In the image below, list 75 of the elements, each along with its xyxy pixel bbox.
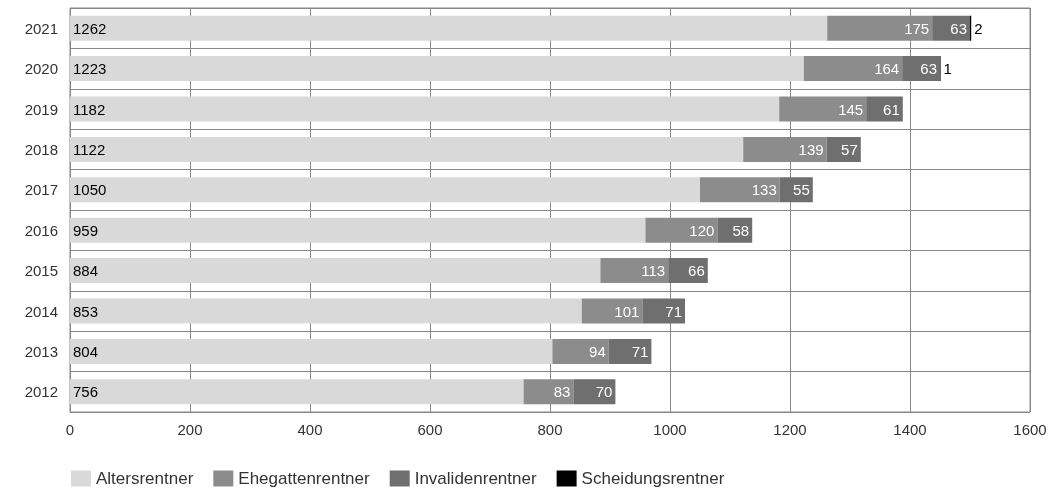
bar xyxy=(581,298,643,324)
data-label: 1262 xyxy=(73,19,107,37)
bar xyxy=(70,56,804,82)
data-label: 884 xyxy=(73,262,99,280)
bar xyxy=(70,298,582,324)
data-label: 55 xyxy=(793,181,810,199)
data-label: 66 xyxy=(688,262,705,280)
y-tick-label: 2015 xyxy=(24,262,58,280)
legend-label: Altersrentner xyxy=(96,469,194,488)
data-label: 63 xyxy=(950,19,967,37)
data-label: 1223 xyxy=(73,60,107,78)
bar xyxy=(608,338,652,364)
bar xyxy=(552,338,609,364)
bar xyxy=(70,217,646,243)
y-tick-label: 2018 xyxy=(24,140,58,158)
data-label: 71 xyxy=(631,342,649,360)
data-label: 1122 xyxy=(73,140,106,158)
data-label: 959 xyxy=(73,221,99,239)
bar xyxy=(866,96,903,122)
x-tick-label: 1400 xyxy=(893,421,927,438)
bar xyxy=(70,258,601,284)
bar xyxy=(700,177,780,203)
x-tick-label: 0 xyxy=(65,421,75,438)
x-tick-label: 1000 xyxy=(653,421,687,438)
data-label: 1 xyxy=(943,60,952,78)
x-tick-label: 600 xyxy=(417,421,443,438)
data-label: 70 xyxy=(595,383,613,401)
x-tick-label: 200 xyxy=(177,421,203,438)
data-label: 853 xyxy=(73,302,99,320)
bar xyxy=(70,15,828,41)
data-label: 145 xyxy=(838,100,864,118)
bar xyxy=(826,136,861,162)
bar xyxy=(70,136,744,162)
bar xyxy=(70,96,780,122)
x-tick-label: 1200 xyxy=(773,421,807,438)
bar xyxy=(573,379,616,405)
data-label: 139 xyxy=(798,140,824,158)
data-label: 113 xyxy=(641,262,666,280)
data-label: 120 xyxy=(689,221,715,239)
data-label: 57 xyxy=(841,140,858,158)
y-tick-label: 2016 xyxy=(24,221,58,239)
y-tick-label: 2021 xyxy=(24,19,58,37)
y-tick-label: 2019 xyxy=(24,100,58,118)
data-label: 1050 xyxy=(73,181,107,199)
y-tick-label: 2020 xyxy=(24,60,58,78)
data-label: 756 xyxy=(73,383,99,401)
bar xyxy=(70,177,700,203)
y-tick-label: 2012 xyxy=(24,383,58,401)
data-label: 71 xyxy=(665,302,682,320)
bar xyxy=(803,56,903,82)
x-tick-label: 400 xyxy=(297,421,323,438)
data-label: 1182 xyxy=(73,100,106,118)
data-label: 63 xyxy=(920,60,937,78)
legend-label: Ehegattenrentner xyxy=(238,469,371,488)
y-tick-label: 2017 xyxy=(24,181,58,199)
y-tick-label: 2013 xyxy=(24,342,58,360)
y-tick-label: 2014 xyxy=(24,302,58,320)
data-label: 804 xyxy=(73,342,99,360)
bar xyxy=(70,338,553,364)
x-tick-label: 1600 xyxy=(1013,421,1047,438)
bar xyxy=(70,379,524,405)
legend-label: Invalidenrentner xyxy=(414,469,537,488)
legend-label: Scheidungsrentner xyxy=(581,469,725,488)
data-label: 83 xyxy=(553,383,571,401)
x-tick-label: 800 xyxy=(537,421,563,438)
data-label: 133 xyxy=(751,181,777,199)
data-label: 101 xyxy=(614,302,640,320)
data-label: 175 xyxy=(904,19,930,37)
bar xyxy=(600,258,669,284)
data-label: 164 xyxy=(874,60,900,78)
data-label: 58 xyxy=(732,221,750,239)
data-label: 61 xyxy=(883,100,900,118)
data-label: 2 xyxy=(974,19,983,37)
data-label: 94 xyxy=(589,342,606,360)
bar xyxy=(642,298,685,324)
